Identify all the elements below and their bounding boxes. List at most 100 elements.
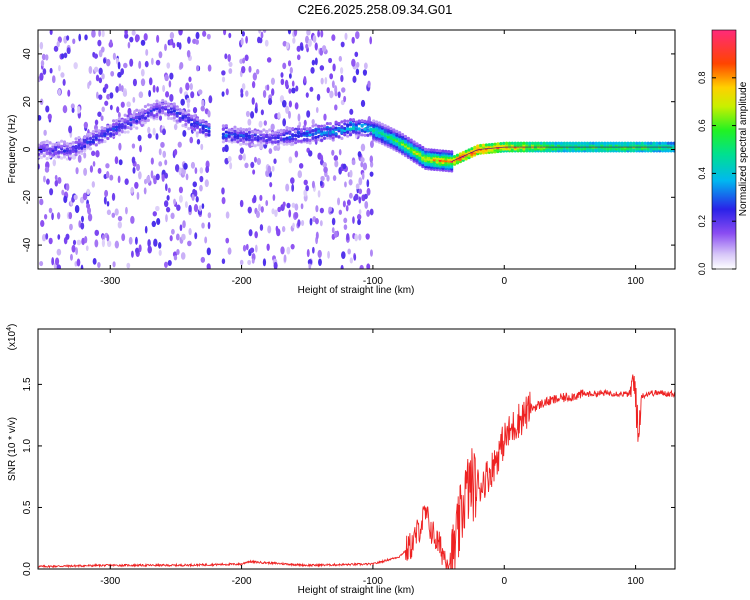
heatmap-ridge-cell (192, 121, 197, 125)
y-tick-label: -40 (22, 237, 33, 252)
heatmap-cell (264, 39, 269, 47)
heatmap-ridge-cell (192, 124, 197, 128)
heatmap-cell (57, 177, 62, 184)
heatmap-cell (164, 159, 168, 166)
heatmap-cell (329, 73, 334, 80)
heatmap-ridge-cell (91, 130, 96, 134)
heatmap-cell (362, 162, 368, 171)
heatmap-cell (224, 53, 228, 60)
heatmap-ridge-cell (207, 129, 211, 133)
heatmap-cell (152, 84, 156, 93)
heatmap-cell (319, 207, 324, 214)
heatmap-cell (309, 86, 314, 92)
heatmap-cell (97, 262, 101, 269)
heatmap-ridge-cell (354, 128, 358, 132)
heatmap-ridge-cell (224, 133, 228, 138)
heatmap-ridge-cell (291, 133, 295, 137)
heatmap-cell (40, 60, 45, 67)
heatmap-cell (340, 41, 345, 48)
heatmap-cell (357, 151, 362, 158)
heatmap-ridge-cell (395, 129, 399, 133)
heatmap-ridge-cell (88, 147, 93, 151)
heatmap-cell (320, 30, 324, 38)
heatmap-ridge-cell (227, 134, 231, 138)
heatmap-cell (329, 90, 334, 98)
heatmap-cell (75, 247, 78, 255)
heatmap-ridge-cell (195, 122, 200, 126)
heatmap-ridge-cell (268, 140, 272, 144)
heatmap-cell (101, 73, 105, 80)
heatmap-ridge-cell (577, 141, 581, 145)
heatmap-cell (340, 264, 344, 269)
heatmap-ridge-cell (366, 129, 370, 133)
heatmap-ridge-cell (138, 115, 142, 119)
heatmap-ridge-cell (60, 150, 64, 154)
heatmap-cell (351, 36, 355, 44)
heatmap-ridge-cell (372, 119, 376, 123)
heatmap-ridge-cell (340, 130, 344, 135)
heatmap-ridge-cell (83, 140, 87, 144)
heatmap-cell (67, 89, 71, 97)
heatmap-ridge-cell (285, 140, 289, 144)
heatmap-ridge-cell (230, 131, 234, 135)
heatmap-cell (341, 87, 346, 93)
heatmap-cell (104, 189, 109, 198)
heatmap-cell (105, 171, 110, 179)
heatmap-cell (308, 150, 313, 157)
heatmap-cell (363, 193, 368, 200)
heatmap-ridge-cell (412, 140, 416, 144)
heatmap-cell (245, 243, 249, 251)
heatmap-cell (206, 33, 211, 40)
heatmap-cell (361, 172, 365, 180)
heatmap-cell (74, 204, 80, 214)
heatmap-cell (147, 133, 152, 139)
heatmap-ridge-cell (603, 141, 607, 145)
heatmap-ridge-cell (331, 138, 335, 142)
heatmap-ridge-cell (637, 141, 642, 145)
heatmap-cell (169, 72, 174, 80)
heatmap-cell (349, 108, 354, 115)
heatmap-ridge-cell (314, 123, 318, 127)
heatmap-ridge-cell (62, 151, 67, 156)
heatmap-cell (355, 68, 360, 76)
heatmap-ridge-cell (346, 123, 350, 127)
heatmap-ridge-cell (250, 134, 254, 138)
heatmap-cell (65, 183, 70, 191)
heatmap-cell (271, 165, 275, 172)
heatmap-ridge-cell (360, 133, 364, 137)
heatmap-cell (303, 76, 307, 84)
heatmap-cell (114, 208, 119, 216)
heatmap-cell (353, 254, 357, 261)
heatmap-ridge-cell (164, 105, 168, 109)
heatmap-cell (54, 179, 59, 187)
heatmap-cell (138, 171, 142, 180)
heatmap-cell (272, 194, 276, 202)
heatmap-cell (253, 194, 257, 203)
heatmap-cell (328, 206, 333, 212)
heatmap-ridge-cell (562, 141, 566, 145)
heatmap-ridge-cell (455, 153, 460, 157)
heatmap-cell (286, 202, 291, 209)
heatmap-ridge-cell (77, 145, 81, 149)
heatmap-cell (294, 212, 299, 219)
heatmap-ridge-cell (507, 141, 512, 145)
heatmap-ridge-cell (224, 138, 228, 143)
heatmap-cell (98, 67, 103, 75)
heatmap-cell (136, 191, 140, 200)
heatmap-ridge-cell (322, 124, 327, 128)
heatmap-ridge-cell (192, 127, 197, 131)
heatmap-ridge-cell (669, 141, 673, 145)
heatmap-ridge-cell (103, 131, 107, 136)
heatmap-cell (124, 178, 129, 185)
heatmap-cell (122, 90, 128, 97)
heatmap-ridge-cell (158, 101, 162, 105)
heatmap-ridge-cell (334, 126, 338, 130)
heatmap-cell (240, 37, 244, 46)
heatmap-cell (62, 78, 66, 86)
heatmap-cell (201, 99, 205, 107)
heatmap-ridge-cell (239, 138, 243, 142)
heatmap-ridge-cell (325, 136, 330, 140)
heatmap-cell (355, 183, 360, 190)
heatmap-cell (281, 99, 287, 108)
heatmap-cell (286, 246, 291, 255)
